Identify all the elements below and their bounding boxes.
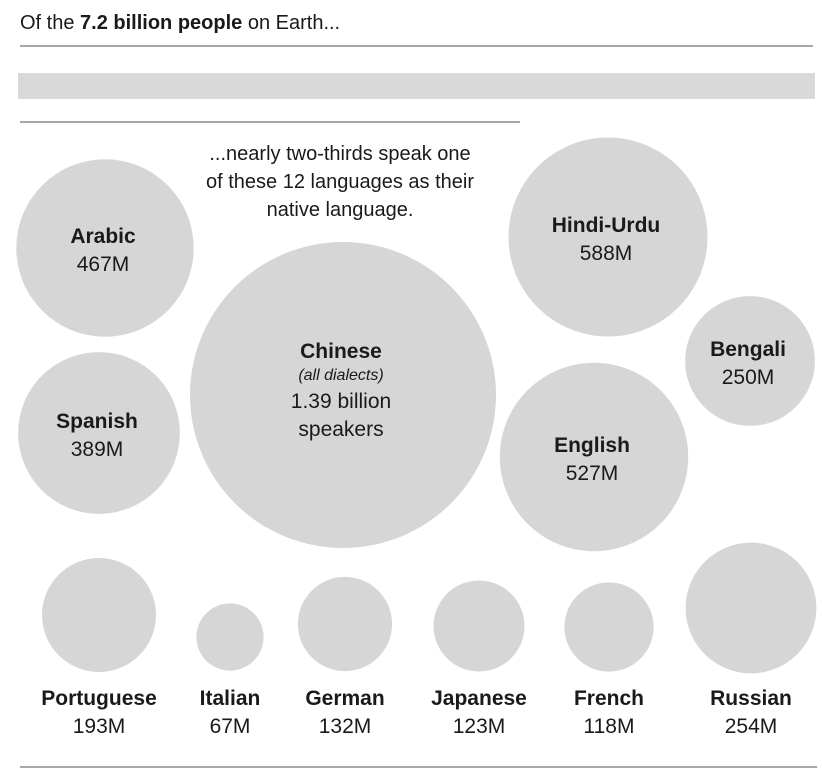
bottom-rule [20,766,817,768]
headline-prefix: Of the [20,12,81,34]
bubble-bengali [685,296,815,426]
intro-text: ...nearly two-thirds speak one of these … [170,140,510,224]
bengali-name-label: Bengali [710,338,786,361]
russian-value-label: 254M [725,715,778,738]
french-value-label: 118M [584,715,635,738]
russian-name-label: Russian [710,687,792,710]
bubble-french [564,582,654,672]
arabic-value-label: 467M [77,253,130,276]
german-name-label: German [305,687,384,710]
french-name-label: French [574,687,644,710]
spanish-name-label: Spanish [56,410,138,433]
headline-emphasis: 7.2 billion people [80,12,243,34]
bubble-russian [685,542,817,674]
arabic-name-label: Arabic [70,225,136,248]
bubble-spanish [18,352,180,514]
chinese-name-label: Chinese [300,340,382,363]
chinese-value-label: 1.39 billion [291,390,391,413]
bubble-italian [196,603,264,671]
bubble-hindi-urdu [508,137,708,337]
bengali-value-label: 250M [722,366,775,389]
bubble-arabic [16,159,194,337]
italian-value-label: 67M [210,715,251,738]
bubble-english [499,362,689,552]
chinese-value-label-2: speakers [298,418,383,441]
intro-line: native language. [266,199,414,221]
headline-suffix: on Earth... [242,12,341,34]
bubble-chinese [190,242,496,548]
portuguese-name-label: Portuguese [41,687,157,710]
hindi-urdu-name-label: Hindi-Urdu [552,214,660,237]
chinese-note-label: (all dialects) [298,367,383,384]
spanish-value-label: 389M [71,438,124,461]
english-value-label: 527M [566,462,619,485]
italian-name-label: Italian [200,687,261,710]
bubble-german [297,576,393,672]
portuguese-value-label: 193M [73,715,126,738]
intro-rule [20,121,520,123]
bubble-japanese [433,580,525,672]
english-name-label: English [554,434,630,457]
japanese-value-label: 123M [453,715,506,738]
intro-line: of these 12 languages as their [206,171,474,193]
headline: Of the 7.2 billion people on Earth... [20,12,340,35]
intro-line: ...nearly two-thirds speak one [209,143,471,165]
hindi-urdu-value-label: 588M [580,242,633,265]
japanese-name-label: Japanese [431,687,527,710]
gray-band [18,73,815,99]
bubble-portuguese [42,558,156,672]
german-value-label: 132M [319,715,372,738]
top-rule [20,45,813,47]
